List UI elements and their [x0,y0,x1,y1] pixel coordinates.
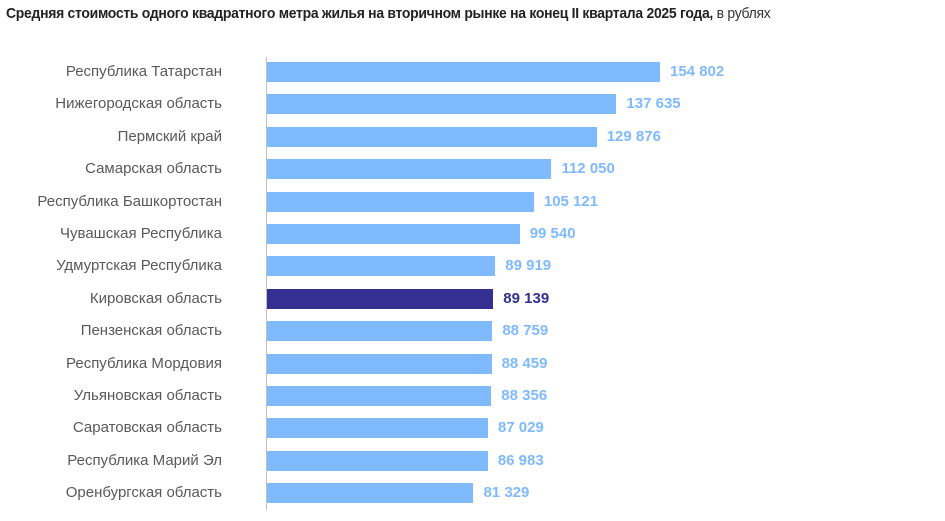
category-label: Республика Мордовия [66,354,222,372]
data-label: 105 121 [543,192,599,210]
category-label: Чувашская Республика [60,225,222,242]
bar [267,94,617,115]
bar [267,450,488,471]
category-label: Удмуртская Республика [56,257,222,275]
bar [267,126,597,147]
category-label: Саратовская область [72,419,222,437]
chart-title: Средняя стоимость одного квадратного мет… [6,5,771,22]
data-label: 87 029 [497,419,544,437]
data-label: 99 540 [529,225,576,242]
category-label: Самарская область [85,160,222,178]
bar [267,483,474,504]
bar [267,353,492,374]
bar [267,191,534,212]
bar [267,256,496,277]
data-label: 86 983 [497,451,544,469]
data-label: 81 329 [483,484,530,502]
data-label: 88 759 [502,322,549,340]
bar [267,62,660,82]
bar [267,386,492,406]
category-label: Республика Башкортостан [37,192,222,210]
data-label: 89 919 [505,257,552,275]
data-label: 88 459 [501,354,548,372]
data-label: 89 139 [503,289,550,307]
category-label: Пермский край [117,127,222,145]
bar [267,418,488,439]
data-label: 129 876 [606,127,661,145]
y-axis-line [266,57,267,510]
bar [267,224,520,244]
data-label: 88 356 [501,387,548,404]
bar [267,321,493,342]
category-label: Пензенская область [80,322,222,340]
data-label: 137 635 [626,95,681,113]
category-label: Республика Марий Эл [67,451,222,469]
bar [267,159,552,180]
bar-highlighted [267,288,494,309]
category-label: Ульяновская область [73,387,222,404]
data-label: 154 802 [670,63,725,80]
category-label: Оренбургская область [65,484,222,502]
data-label: 112 050 [561,160,615,178]
title-main: Средняя стоимость одного квадратного мет… [6,5,714,22]
title-unit: в рублях [716,5,771,22]
category-label: Кировская область [89,289,222,307]
category-label: Нижегородская область [55,95,222,113]
category-label: Республика Татарстан [65,63,222,80]
